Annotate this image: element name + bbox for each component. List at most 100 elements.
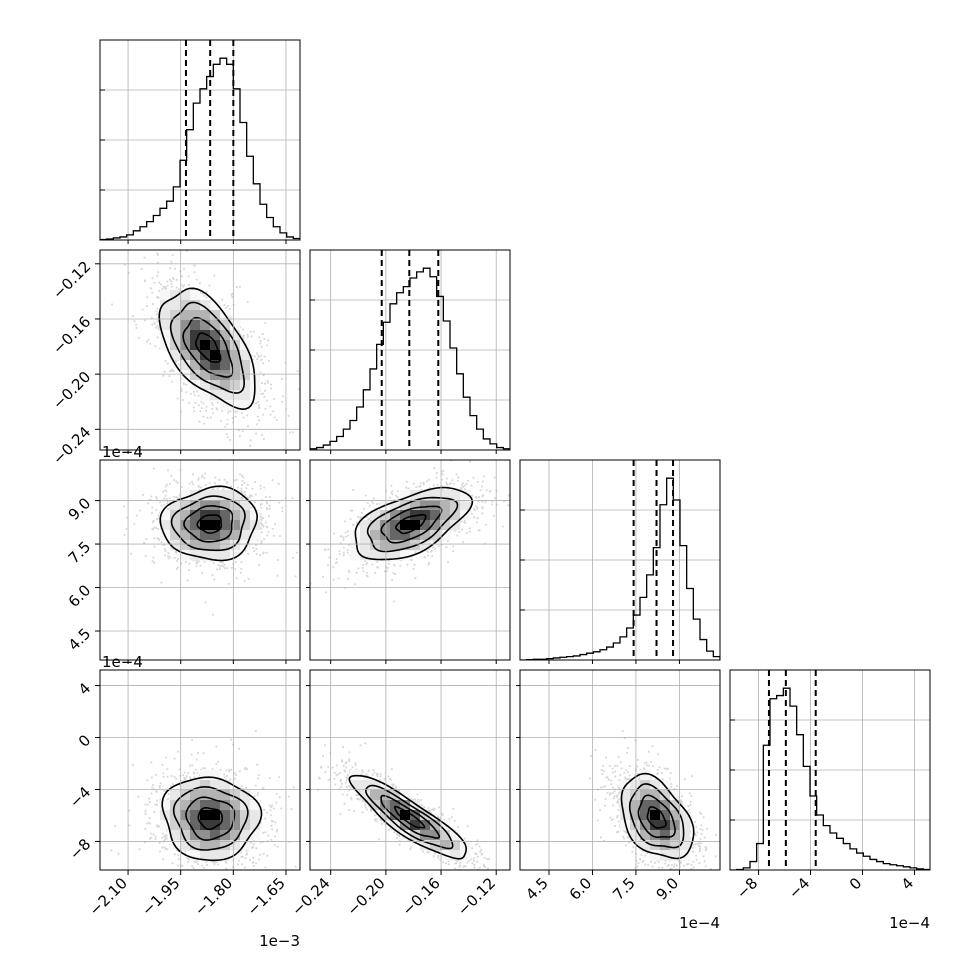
density-cell	[240, 390, 251, 401]
density-cell	[670, 800, 681, 811]
density-cell	[230, 520, 241, 531]
density-cell	[450, 500, 461, 511]
density-cell	[650, 800, 661, 811]
density-cell	[640, 840, 651, 851]
density-cell	[640, 780, 651, 791]
density-cell	[360, 520, 371, 531]
y-tick-label: −0.20	[49, 368, 94, 413]
x-offset-label: 1e−3	[259, 932, 300, 950]
density-cell	[450, 840, 461, 851]
y-tick-label: 6.0	[65, 581, 95, 611]
density-cell	[200, 380, 211, 391]
y-offset-label: 1e−4	[102, 653, 143, 671]
density-cell	[630, 830, 641, 841]
density-cell	[220, 850, 231, 861]
density-cell	[220, 790, 231, 801]
density-cell	[380, 800, 391, 811]
density-cell	[660, 810, 671, 821]
x-tick-label: 9.0	[653, 874, 683, 904]
density-cell	[190, 530, 201, 541]
density-cell	[230, 390, 241, 401]
density-cell	[210, 790, 221, 801]
density-cell	[230, 510, 241, 521]
contour-level-2	[169, 301, 246, 394]
panel-frame	[309, 459, 511, 661]
density-cell	[170, 530, 181, 541]
density-cell	[220, 780, 231, 791]
density-cell	[460, 500, 471, 511]
panel-content	[520, 670, 720, 870]
density-cell	[190, 490, 201, 501]
density-cell	[190, 790, 201, 801]
x-tick-label: 6.0	[566, 874, 596, 904]
y-tick-label: −0.16	[49, 313, 94, 358]
density-cell	[390, 550, 401, 561]
density-cell	[420, 540, 431, 551]
density-cell	[400, 490, 411, 501]
panel-content	[310, 670, 510, 870]
density-cell	[180, 490, 191, 501]
density-cell	[190, 300, 201, 311]
density-cell	[170, 510, 181, 521]
density-cell	[220, 530, 231, 541]
y-tick-label: 4	[75, 679, 94, 698]
density-cell	[430, 510, 441, 521]
density-cell	[630, 810, 641, 821]
contour-level-3	[158, 287, 256, 411]
density-cell	[390, 810, 401, 821]
density-cell	[430, 530, 441, 541]
density-cell	[170, 540, 181, 551]
density-cell	[190, 360, 201, 371]
density-cell	[640, 820, 651, 831]
density-cell	[240, 820, 251, 831]
density-cell	[180, 360, 191, 371]
density-cell	[170, 310, 181, 321]
density-cell	[650, 780, 661, 791]
contour-level-0	[393, 805, 426, 829]
density-cell	[360, 530, 371, 541]
density-cell	[190, 310, 201, 321]
density-cell	[380, 550, 391, 561]
density-cell	[430, 500, 441, 511]
density-cell	[450, 850, 461, 861]
density-cell	[190, 330, 201, 341]
contour-level-0	[395, 513, 427, 535]
density-cell	[220, 330, 231, 341]
density-cell	[450, 830, 461, 841]
density-cell	[180, 550, 191, 561]
density-cell	[200, 780, 211, 791]
density-cell	[200, 330, 211, 341]
density-cell	[370, 550, 381, 561]
contour-level-3	[159, 485, 259, 562]
panel-frame	[309, 669, 511, 871]
density-cell	[200, 510, 211, 521]
density-cell	[240, 540, 251, 551]
density-cell	[210, 540, 221, 551]
contour-level-1	[637, 794, 676, 839]
density-cell	[170, 290, 181, 301]
scatter-panel-3-2	[519, 669, 721, 871]
density-cell	[230, 840, 241, 851]
density-cell	[360, 780, 371, 791]
density-cell	[670, 790, 681, 801]
density-cell	[210, 330, 221, 341]
density-cell	[190, 520, 201, 531]
density-cell	[440, 530, 451, 541]
x-tick-label: −0.20	[343, 874, 388, 919]
density-cell	[220, 360, 231, 371]
density-cell	[220, 830, 231, 841]
x-tick-label: −1.80	[191, 874, 236, 919]
density-cell	[200, 350, 211, 361]
density-cell	[210, 780, 221, 791]
density-cell	[440, 830, 451, 841]
density-cell	[430, 820, 441, 831]
density-cell	[380, 540, 391, 551]
scatter-panel-2-1	[309, 459, 511, 661]
density-cell	[210, 490, 221, 501]
density-cell	[350, 540, 361, 551]
density-cell	[200, 500, 211, 511]
density-cell	[660, 800, 671, 811]
x-tick-label: 4	[898, 874, 917, 893]
density-cell	[190, 550, 201, 561]
density-cell	[230, 820, 241, 831]
